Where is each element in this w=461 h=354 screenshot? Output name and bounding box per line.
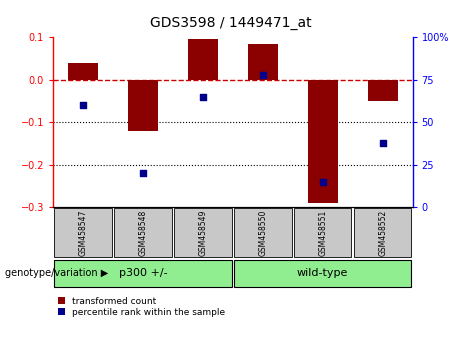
Text: GSM458552: GSM458552 [378,210,387,256]
Point [79,102,87,108]
Bar [354,208,411,257]
Legend: transformed count, percentile rank within the sample: transformed count, percentile rank withi… [58,297,225,317]
Bar [234,208,291,257]
Bar [248,44,278,80]
Bar [128,80,158,131]
Text: GSM458550: GSM458550 [258,210,267,256]
Bar [308,80,337,203]
Text: p300 +/-: p300 +/- [118,268,167,278]
Text: GSM458548: GSM458548 [138,210,148,256]
Bar [174,208,231,257]
Bar [234,260,411,287]
Point [199,94,207,99]
Bar [54,208,112,257]
Point [259,72,266,78]
Bar [68,63,98,80]
Bar [368,80,398,101]
Text: wild-type: wild-type [297,268,349,278]
Text: GSM458551: GSM458551 [318,210,327,256]
Point [319,179,326,184]
Bar [54,260,231,287]
Text: GDS3598 / 1449471_at: GDS3598 / 1449471_at [150,16,311,30]
Text: GSM458549: GSM458549 [198,210,207,256]
Bar [294,208,351,257]
Bar [114,208,171,257]
Point [139,170,147,176]
Text: GSM458547: GSM458547 [78,210,88,256]
Point [379,140,386,145]
Text: genotype/variation ▶: genotype/variation ▶ [5,268,108,279]
Bar [188,39,218,80]
